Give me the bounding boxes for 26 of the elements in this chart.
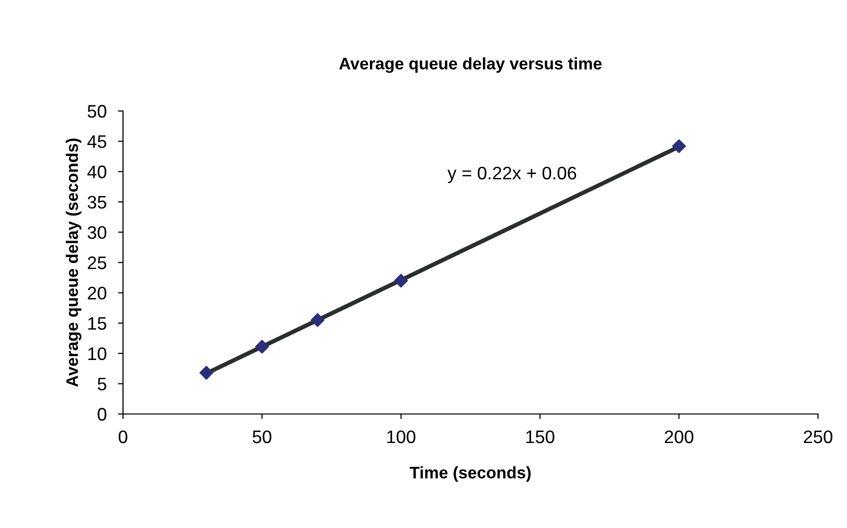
x-tick-label: 200 (664, 430, 694, 444)
y-axis-title: Average queue delay (seconds) (66, 138, 82, 387)
x-tick-label: 250 (804, 430, 832, 444)
point (199, 366, 214, 380)
x-axis-title: Time (seconds) (410, 466, 531, 482)
x-tick-label: 100 (387, 430, 416, 444)
point (310, 313, 325, 327)
y-tick-label: 10 (88, 347, 106, 360)
y-tick-label: 25 (88, 256, 106, 270)
x-tick-label: 0 (118, 430, 128, 444)
y-tick-label: 15 (88, 317, 106, 330)
y-tick-label: 35 (88, 196, 106, 209)
annotation: y = 0.22x + 0.06 (448, 166, 576, 184)
point (255, 340, 269, 354)
y-tick-label: 0 (98, 408, 106, 421)
y-tick-label: 5 (98, 378, 106, 390)
y-tick-label: 20 (88, 286, 106, 300)
x-tick-label: 50 (252, 430, 272, 444)
y-tick-label: 50 (88, 104, 106, 118)
chart-title: Average queue delay versus time (339, 57, 602, 73)
y-tick-label: 40 (87, 166, 106, 178)
point (672, 139, 686, 154)
y-tick-label: 45 (87, 135, 106, 148)
x-tick-label: 150 (526, 430, 554, 444)
point (394, 274, 408, 288)
y-tick-label: 30 (88, 226, 106, 239)
